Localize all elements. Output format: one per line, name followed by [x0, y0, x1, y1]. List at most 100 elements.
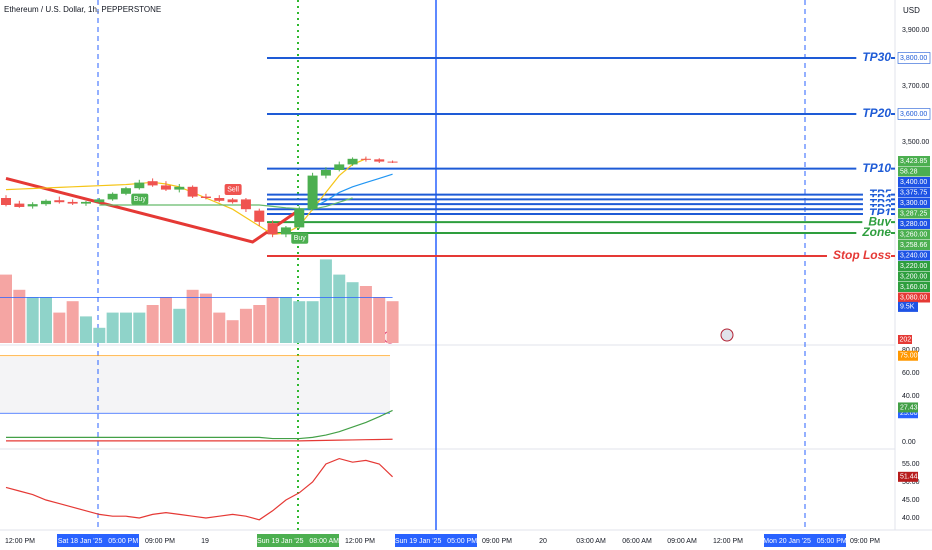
chart-title: Ethereum / U.S. Dollar, 1h, PEPPERSTONE: [4, 5, 161, 14]
rsi-tick-label: 45.00: [902, 497, 920, 504]
currency: USD: [903, 6, 920, 15]
time-highlight: [764, 534, 846, 547]
osc-tick-label: 0.00: [902, 439, 916, 446]
level-label: Zone: [861, 225, 891, 239]
time-label: 09:00 PM: [482, 538, 512, 545]
rsi-tick-label: 55.00: [902, 461, 920, 468]
price-tag: 3,287.25: [900, 210, 927, 217]
candle-body: [80, 201, 91, 204]
candle-body: [174, 186, 185, 190]
time-label: 09:00 PM: [145, 538, 175, 545]
price-tick-label: 3,500.00: [902, 139, 929, 146]
volume-bar: [93, 327, 106, 343]
volume-tag: 9.5K: [900, 304, 915, 311]
candle-body: [227, 199, 238, 203]
price-tag-bg: [898, 271, 930, 282]
price-tag-bg: [898, 292, 930, 303]
volume-bar: [186, 289, 199, 343]
volume-bar: [319, 259, 332, 343]
osc-band-tag-bg: [898, 408, 918, 419]
candle-body: [307, 175, 318, 210]
time-label: 20: [539, 538, 547, 545]
price-tag: 3,400.00: [900, 179, 927, 186]
candle-body: [120, 188, 131, 194]
volume-bar: [133, 312, 146, 343]
level-label-bg: [856, 161, 891, 176]
price-tag: 3,160.00: [900, 284, 927, 291]
candle-body: [254, 210, 265, 222]
level-label-bg: [856, 51, 891, 65]
candle-body: [1, 198, 11, 205]
price-tag-bg: [898, 208, 930, 219]
level-label-bg: [826, 248, 891, 263]
candle-body: [360, 158, 371, 160]
candle-body: [14, 203, 25, 207]
volume-bar: [146, 305, 159, 343]
price-tag: 3,258.66: [900, 242, 927, 249]
candle-body: [214, 198, 225, 201]
candle-body: [27, 204, 38, 207]
volume-bar: [159, 297, 172, 343]
price-tag-bg: [898, 282, 930, 292]
volume-bar: [79, 316, 92, 343]
candle-body: [54, 200, 65, 203]
volume-bar: [333, 274, 346, 343]
time-label: 19: [201, 538, 209, 545]
time-label: Mon 20 Jan '25 05:00 PM: [763, 538, 847, 545]
price-tag: 3,280.00: [900, 221, 927, 228]
price-tag-bg: [898, 166, 930, 177]
time-label: 09:00 AM: [667, 538, 697, 545]
rsi-tag-bg: [898, 471, 918, 482]
price-tag-bg: [898, 187, 930, 198]
osc-tick-label: 60.00: [902, 370, 920, 377]
level-tag: 3,600.00: [900, 111, 927, 118]
price-tag: 3,300.00: [900, 200, 927, 207]
time-label: 12:00 PM: [713, 538, 743, 545]
candle-body: [94, 199, 105, 203]
volume-bar: [26, 297, 39, 343]
osc-band-tag: 75.00: [900, 353, 918, 360]
candle-body: [187, 186, 198, 197]
candle-body: [200, 196, 211, 198]
rsi-tick-label: 50.00: [902, 479, 920, 486]
time-highlight: [395, 534, 477, 547]
candle-body: [67, 201, 78, 204]
time-label: Sat 18 Jan '25 05:00 PM: [58, 538, 139, 545]
level-tag-bg: [897, 52, 931, 64]
candle-body: [267, 223, 278, 235]
time-label: 12:00 PM: [345, 538, 375, 545]
price-tag: 3,423.85: [900, 158, 927, 165]
osc-tick-label: 40.00: [902, 393, 920, 400]
rsi-tag: 51.44: [900, 474, 918, 481]
volume-bar: [53, 312, 66, 343]
candle-body: [374, 159, 385, 162]
volume-bar: [199, 293, 212, 343]
candle-body: [320, 170, 331, 176]
price-tag: 3,240.00: [900, 252, 927, 259]
candle-body: [160, 185, 171, 190]
level-label: TP10: [862, 161, 891, 175]
level-label-bg: [862, 215, 891, 230]
volume-bar: [253, 305, 266, 343]
event-flag[interactable]: [720, 328, 734, 342]
candle-body: [334, 164, 345, 170]
price-tag-bg: [898, 261, 930, 271]
price-tag: 58.28: [900, 168, 918, 175]
signal-label: Sell: [227, 186, 239, 193]
moving-average: [5, 158, 367, 236]
counter: 202: [900, 336, 912, 343]
time-label: Sun 19 Jan '25 08:00 AM: [257, 538, 339, 545]
candle-body: [134, 182, 145, 189]
signal-label: Buy: [134, 196, 147, 203]
price-tick-label: 3,700.00: [902, 83, 929, 90]
candle-body: [294, 209, 305, 228]
candle-body: [107, 193, 118, 200]
volume-bar: [346, 282, 359, 343]
time-highlight: [57, 534, 139, 547]
price-tag: 3,220.00: [900, 263, 927, 270]
candle-body: [347, 158, 358, 165]
volume-bar: [226, 320, 239, 343]
price-tick-label: 3,900.00: [902, 27, 929, 34]
